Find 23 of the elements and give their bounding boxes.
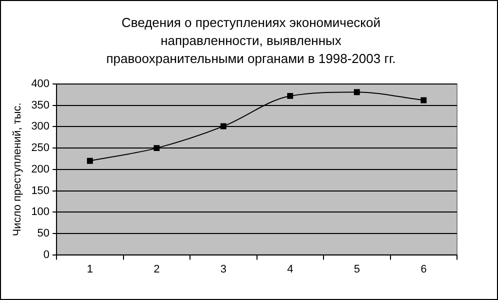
point: [287, 92, 294, 99]
y-tick-label: 100: [31, 206, 50, 218]
y-tick-label: 150: [31, 184, 50, 197]
chart-title: Сведения о преступлениях экономической направленности, выявленных правоохранительными органами в 1998-2003 гг.: [105, 14, 397, 68]
y-tick-label: 400: [31, 78, 50, 90]
y-tick-label: 300: [31, 120, 50, 133]
y-tick-label: 250: [31, 142, 50, 154]
y-tick-label: 350: [31, 99, 50, 112]
x-tick-label: 3: [220, 263, 226, 276]
y-tick-label: 200: [31, 163, 50, 176]
x-tick-label: 2: [154, 263, 160, 276]
y-tick-label: 0: [43, 248, 50, 261]
point: [86, 158, 93, 164]
point: [220, 123, 226, 130]
point: [354, 89, 360, 96]
x-tick-label: 1: [86, 263, 93, 276]
x-tick-label: 4: [287, 263, 294, 276]
point: [154, 145, 160, 152]
point: [420, 97, 427, 104]
y-axis-title: Число преступлений, тыс.: [12, 102, 24, 236]
x-tick-label: 5: [354, 263, 360, 276]
y-tick-label: 50: [37, 227, 50, 240]
x-tick-label: 6: [420, 263, 427, 276]
